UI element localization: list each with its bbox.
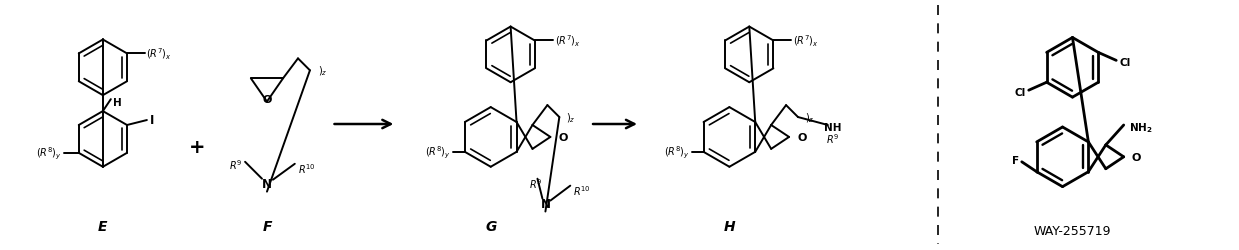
Text: O: O xyxy=(263,95,271,105)
Text: $(R^7)_x$: $(R^7)_x$ xyxy=(555,34,581,49)
Text: $R^9$: $R^9$ xyxy=(826,132,840,145)
Text: N: N xyxy=(540,197,550,210)
Text: $R^{10}$: $R^{10}$ xyxy=(574,184,591,198)
Text: $(R^8)_y$: $(R^8)_y$ xyxy=(36,145,62,161)
Text: $(R^8)_y$: $(R^8)_y$ xyxy=(664,144,690,160)
Text: O: O xyxy=(1131,152,1141,162)
Text: H: H xyxy=(724,220,735,234)
Text: WAY-255719: WAY-255719 xyxy=(1033,224,1111,237)
Text: Cl: Cl xyxy=(1015,88,1026,98)
Text: Cl: Cl xyxy=(1119,58,1130,68)
Text: $\mathbf{NH_2}$: $\mathbf{NH_2}$ xyxy=(1129,120,1152,134)
Text: $R^{10}$: $R^{10}$ xyxy=(297,161,316,175)
Text: H: H xyxy=(113,98,121,108)
Text: G: G xyxy=(484,220,497,234)
Text: $(R^8)_y$: $(R^8)_y$ xyxy=(425,144,451,160)
Text: F: F xyxy=(263,220,271,234)
Text: N: N xyxy=(261,178,273,190)
Text: NH: NH xyxy=(824,122,841,132)
Text: +: + xyxy=(190,138,206,157)
Text: $R^9$: $R^9$ xyxy=(229,157,242,171)
Text: $)_z$: $)_z$ xyxy=(805,111,814,124)
Text: E: E xyxy=(98,220,108,234)
Text: $R^9$: $R^9$ xyxy=(529,176,543,190)
Text: $)_z$: $)_z$ xyxy=(318,64,327,78)
Text: $(R^7)_x$: $(R^7)_x$ xyxy=(793,34,819,49)
Text: $(R^7)_x$: $(R^7)_x$ xyxy=(146,46,172,62)
Text: F: F xyxy=(1012,155,1018,165)
Text: O: O xyxy=(797,132,807,142)
Text: $)_z$: $)_z$ xyxy=(566,111,576,124)
Text: O: O xyxy=(559,132,567,142)
Text: I: I xyxy=(150,113,154,126)
